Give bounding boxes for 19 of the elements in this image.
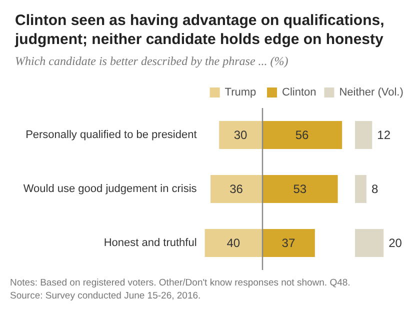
legend-label: Neither (Vol.) — [339, 86, 404, 98]
data-label: 8 — [371, 182, 378, 196]
legend-label: Trump — [224, 86, 256, 98]
data-label: 40 — [226, 236, 240, 250]
y-tick-label: Honest and truthful — [104, 237, 197, 249]
data-label: 20 — [388, 236, 402, 250]
chart-subtitle: Which candidate is better described by the phrase ... (%) — [15, 54, 288, 68]
y-tick-label: Personally qualified to be president — [26, 129, 197, 141]
source-note: Source: Survey conducted June 15-26, 2016. — [10, 290, 201, 302]
data-label: 37 — [282, 236, 296, 250]
chart-title: Clinton seen as having advantage on qualifications, judgment; neither candidate holds edge on honesty — [14, 12, 388, 48]
y-tick-label: Would use good judgement in crisis — [23, 183, 198, 195]
data-label: 56 — [295, 128, 310, 142]
data-label: 12 — [377, 128, 391, 142]
text: Notes: Based on registered voters. Other/Don't know responses not shown. Q48. — [10, 278, 350, 288]
data-label: 53 — [293, 182, 307, 196]
data-label: 30 — [234, 128, 248, 142]
data-label: 36 — [230, 182, 244, 196]
legend-label: Clinton — [282, 86, 316, 98]
